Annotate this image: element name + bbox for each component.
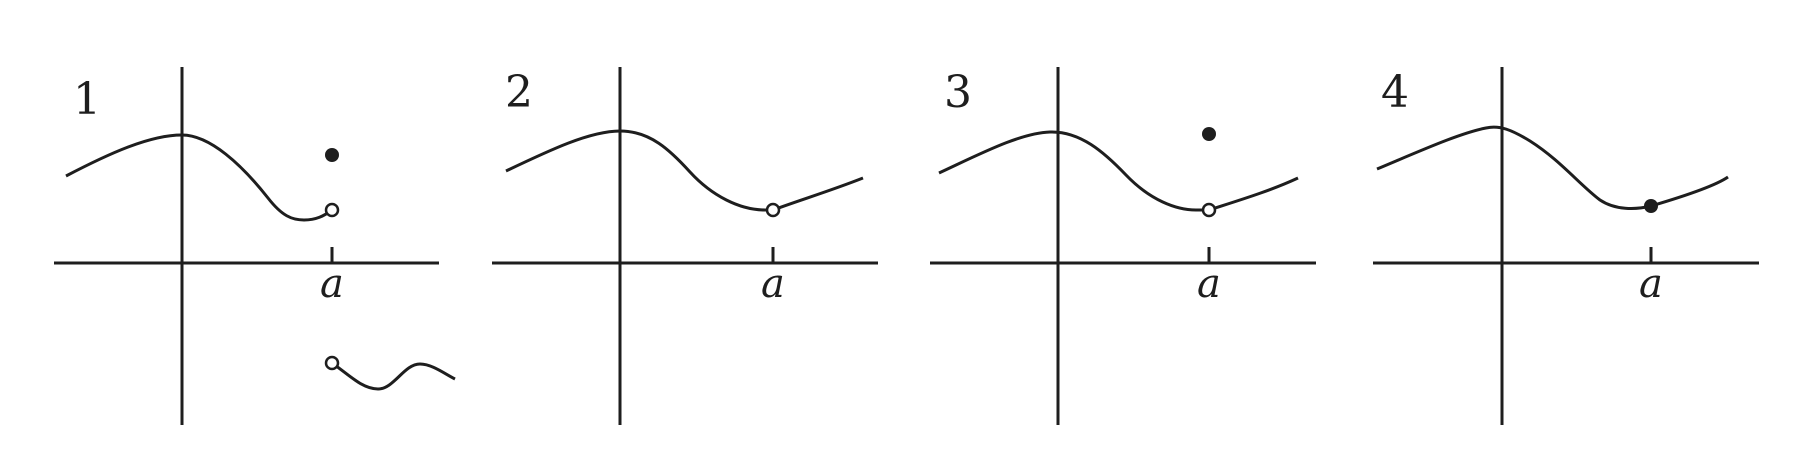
panel-label: 2 [505,67,533,118]
panel-4: a 4 [1373,67,1759,425]
filled-point-on-curve [1644,199,1658,213]
tick-label-a: a [761,261,785,307]
function-curve-left [65,133,333,222]
panel-2: a 2 [492,67,878,425]
open-point-hole [1201,202,1217,218]
panel-label: 3 [944,67,972,118]
tick-label-a: a [320,261,344,307]
open-point-right-limit [324,355,340,371]
filled-point [1202,127,1216,141]
tick-label-a: a [1197,261,1221,307]
function-curve [938,130,1299,212]
tick-label-a: a [1639,261,1663,307]
function-curve-right [331,361,456,391]
function-curve [1376,125,1729,210]
panel-1: a 1 [54,67,456,425]
open-point-hole [765,202,781,218]
panel-label: 4 [1381,67,1409,118]
panel-3: a 3 [930,67,1316,425]
open-point-left-limit [324,202,340,218]
panel-label: 1 [73,74,101,125]
function-curve [505,129,864,212]
filled-point [325,148,339,162]
